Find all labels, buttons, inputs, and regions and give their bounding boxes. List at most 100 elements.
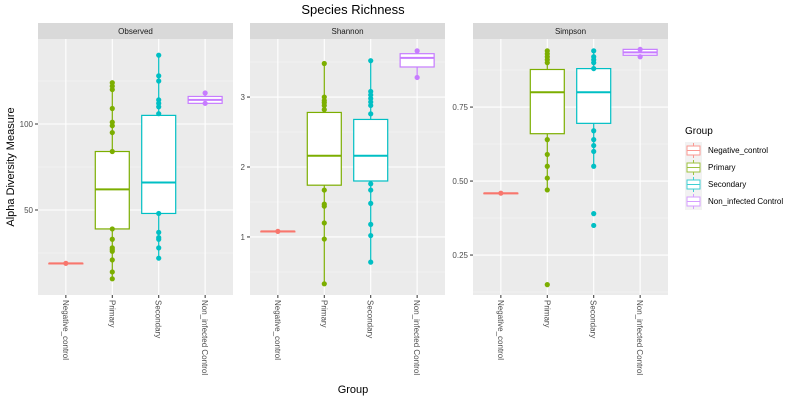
y-tick-label: 0.50 <box>452 177 468 186</box>
x-tick-label: Non_infected Control <box>412 300 421 375</box>
data-point <box>275 228 281 234</box>
data-point <box>544 187 550 193</box>
data-point <box>202 90 208 96</box>
data-point <box>109 236 115 242</box>
data-point <box>637 46 643 52</box>
facet-panel-observed: Observed 50 100 Negative_control Primary Seco… <box>20 23 233 375</box>
boxplot-primary <box>529 48 565 288</box>
x-tick-label: Non_infected Control <box>200 300 209 375</box>
legend-title: Group <box>685 126 713 137</box>
data-point <box>591 211 597 217</box>
data-point <box>368 187 374 193</box>
box <box>399 53 435 68</box>
data-point <box>368 102 374 109</box>
y-tick-label: 0.75 <box>452 103 468 112</box>
y-tick-label: 3 <box>241 93 246 102</box>
data-point <box>156 236 162 242</box>
data-point <box>156 78 162 84</box>
legend-label: Negative_control <box>708 146 768 155</box>
data-point <box>109 86 115 93</box>
boxplot-secondary <box>576 48 612 229</box>
data-point <box>591 142 597 149</box>
data-point <box>591 65 597 72</box>
data-point <box>544 175 550 181</box>
data-point <box>321 102 327 109</box>
box <box>529 68 565 135</box>
data-point <box>368 221 374 227</box>
data-point <box>637 54 643 60</box>
legend-item-negative-control: Negative_control <box>685 142 768 159</box>
data-point <box>109 148 115 155</box>
boxplot-non-infected-control <box>187 90 223 106</box>
data-point <box>156 245 162 251</box>
x-tick-label: Primary <box>319 300 328 328</box>
data-point <box>321 60 327 67</box>
facet-panel-simpson: Simpson 0.25 0.50 0.75 Negative_control Prima… <box>452 23 668 375</box>
data-point <box>544 137 550 143</box>
data-point <box>156 73 162 79</box>
data-point <box>109 123 115 129</box>
data-point <box>156 210 162 217</box>
x-tick-label: Primary <box>542 300 551 328</box>
data-point <box>414 48 420 54</box>
data-point <box>544 163 550 169</box>
data-point <box>321 107 327 113</box>
y-axis-title: Alpha Diversity Measure <box>5 107 17 226</box>
data-point <box>368 111 374 117</box>
x-tick-label: Secondary <box>154 300 163 338</box>
x-tick-label: Negative_control <box>496 300 505 360</box>
chart-title: Species Richness <box>301 2 405 17</box>
boxplot-non-infected-control <box>399 48 435 81</box>
boxplot-negative-control <box>483 190 519 196</box>
boxplot-negative-control <box>48 260 84 266</box>
data-point <box>591 148 597 155</box>
legend: Group Negative_control Primary Secondary No… <box>685 126 783 210</box>
data-point <box>591 222 597 229</box>
boxplot-secondary <box>353 58 389 265</box>
data-point <box>321 187 327 193</box>
data-point <box>156 104 162 110</box>
data-point <box>321 281 327 287</box>
y-tick-label: 0.25 <box>452 251 468 260</box>
x-axis-title: Group <box>338 384 369 396</box>
boxplot-primary <box>306 60 342 287</box>
legend-label: Primary <box>708 163 736 172</box>
data-point <box>321 203 327 209</box>
box <box>353 118 389 182</box>
data-point <box>368 200 374 206</box>
legend-item-secondary: Secondary <box>685 176 746 193</box>
data-point <box>591 137 597 143</box>
data-point <box>368 232 374 239</box>
x-tick-label: Non_infected Control <box>635 300 644 375</box>
data-point <box>109 226 115 232</box>
data-point <box>109 269 115 275</box>
data-point <box>109 276 115 282</box>
data-point <box>544 60 550 66</box>
legend-label: Non_infected Control <box>708 197 783 206</box>
facet-panels: Observed 50 100 Negative_control Primary Seco… <box>20 23 668 375</box>
data-point <box>109 248 115 254</box>
data-point <box>156 255 162 261</box>
data-point <box>498 190 504 196</box>
data-point <box>368 58 374 64</box>
x-tick-label: Negative_control <box>61 300 70 360</box>
facet-strip <box>38 23 233 39</box>
y-tick-label: 1 <box>241 233 246 242</box>
facet-strip <box>473 23 668 39</box>
data-point <box>591 48 597 54</box>
box <box>141 114 177 215</box>
legend-item-non-infected-control: Non_infected Control <box>685 193 783 210</box>
data-point <box>591 60 597 66</box>
data-point <box>321 236 327 242</box>
data-point <box>414 74 420 81</box>
data-point <box>109 257 115 263</box>
facet-panel-shannon: Shannon 1 2 3 Negative_control Primary Seconda… <box>241 23 445 375</box>
y-tick-label: 2 <box>241 163 246 172</box>
data-point <box>109 129 115 136</box>
facet-strip <box>250 23 445 39</box>
facet-strip-label: Shannon <box>331 27 363 36</box>
y-tick-label: 100 <box>20 120 34 129</box>
data-point <box>321 220 327 226</box>
legend-label: Secondary <box>708 180 746 189</box>
